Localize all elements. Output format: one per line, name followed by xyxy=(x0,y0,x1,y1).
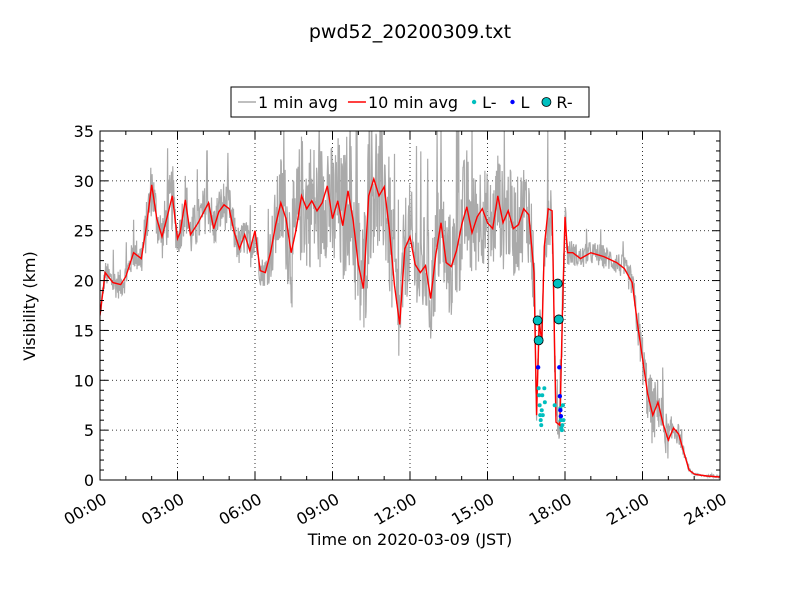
marker-l-minus xyxy=(559,428,564,433)
marker-l-minus xyxy=(560,403,565,408)
axis-ticks xyxy=(99,130,721,481)
marker-l-minus xyxy=(540,393,545,398)
marker-l-minus xyxy=(561,418,566,423)
legend: 1 min avg 10 min avg L- L R- xyxy=(230,86,590,118)
series-10min-avg xyxy=(100,176,720,478)
y-tick-label: 20 xyxy=(74,272,94,291)
legend-label: L- xyxy=(482,93,496,112)
legend-swatch-circle xyxy=(541,97,552,107)
marker-l-minus xyxy=(536,386,541,391)
marker-r-minus xyxy=(552,278,563,289)
chart-title: pwd52_20200309.txt xyxy=(309,21,511,43)
marker-r-minus xyxy=(533,335,544,346)
y-tick-label: 0 xyxy=(84,471,94,490)
line-10min-avg xyxy=(100,176,720,478)
x-axis-label: Time on 2020-03-09 (JST) xyxy=(307,530,512,549)
marker-r-minus xyxy=(553,314,564,325)
legend-label: 10 min avg xyxy=(368,93,458,112)
marker-l xyxy=(557,365,562,370)
legend-box xyxy=(230,86,590,118)
marker-l xyxy=(557,394,563,399)
marker-l-minus xyxy=(537,393,542,398)
marker-l-minus xyxy=(538,418,543,423)
legend-swatch-dot xyxy=(510,99,515,105)
legend-label: 1 min avg xyxy=(258,93,338,112)
marker-l-minus xyxy=(540,413,545,418)
legend-swatch-dot xyxy=(471,99,477,105)
marker-points xyxy=(532,278,566,433)
grid-lines xyxy=(100,131,720,480)
marker-l xyxy=(535,365,541,370)
y-tick-labels: 0 5 10 15 20 25 30 35 xyxy=(74,122,94,490)
marker-l xyxy=(558,413,564,419)
marker-l-minus xyxy=(537,403,542,408)
y-axis-label: Visibility (km) xyxy=(20,251,39,360)
marker-r-minus xyxy=(532,315,543,326)
y-tick-label: 5 xyxy=(84,421,94,440)
y-tick-label: 15 xyxy=(74,321,94,340)
legend-label: R- xyxy=(556,93,572,112)
y-tick-label: 25 xyxy=(74,222,94,241)
plot-area xyxy=(99,130,721,481)
marker-l-minus xyxy=(560,423,565,428)
marker-l-minus xyxy=(539,423,544,428)
y-tick-label: 35 xyxy=(74,122,94,141)
marker-l xyxy=(558,408,563,413)
marker-l-minus xyxy=(542,400,547,405)
line-1min-avg xyxy=(100,131,720,480)
legend-label: L xyxy=(521,93,530,112)
marker-l-minus xyxy=(542,386,547,391)
y-tick-label: 30 xyxy=(74,172,94,191)
marker-l-minus xyxy=(539,408,544,413)
marker-l-minus xyxy=(552,403,557,408)
series-1min-avg xyxy=(100,131,720,480)
y-tick-label: 10 xyxy=(74,371,94,390)
